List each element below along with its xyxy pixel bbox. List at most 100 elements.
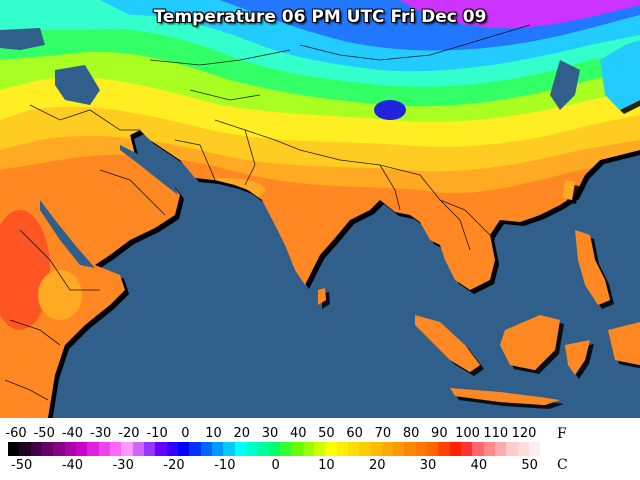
color-swatch bbox=[143, 442, 156, 456]
celsius-tick: 0 bbox=[271, 458, 280, 473]
color-swatch bbox=[291, 442, 303, 456]
celsius-tick: 30 bbox=[419, 458, 437, 473]
borneo bbox=[500, 315, 560, 370]
fahrenheit-tick: 120 bbox=[511, 426, 537, 441]
color-swatch bbox=[223, 442, 235, 456]
color-swatch bbox=[109, 442, 122, 456]
fahrenheit-tick: 0 bbox=[181, 426, 190, 441]
fahrenheit-tick: -60 bbox=[5, 426, 27, 441]
color-swatch bbox=[370, 442, 382, 456]
fahrenheit-tick: 40 bbox=[289, 426, 307, 441]
color-swatch bbox=[8, 442, 20, 456]
color-swatch bbox=[121, 442, 133, 456]
fahrenheit-tick: 110 bbox=[483, 426, 509, 441]
color-swatch bbox=[427, 442, 439, 456]
japan bbox=[600, 40, 640, 110]
fahrenheit-tick: 30 bbox=[261, 426, 279, 441]
color-swatch bbox=[64, 442, 76, 456]
color-swatch bbox=[483, 442, 496, 456]
fahrenheit-tick: 20 bbox=[233, 426, 251, 441]
color-swatch bbox=[325, 442, 337, 456]
color-swatch bbox=[302, 442, 314, 456]
color-swatch bbox=[53, 442, 65, 456]
color-swatch bbox=[279, 442, 292, 456]
fahrenheit-tick: 60 bbox=[346, 426, 363, 441]
color-swatch bbox=[87, 442, 99, 456]
celsius-tick: 10 bbox=[318, 458, 335, 473]
color-swatch bbox=[438, 442, 450, 456]
color-swatch bbox=[245, 442, 258, 456]
color-swatch bbox=[495, 442, 507, 456]
color-swatch bbox=[257, 442, 269, 456]
celsius-tick: -20 bbox=[163, 458, 185, 473]
java bbox=[450, 388, 560, 405]
color-swatch bbox=[177, 442, 190, 456]
color-swatch bbox=[189, 442, 201, 456]
new-guinea bbox=[608, 322, 640, 365]
caspian-sea bbox=[55, 65, 100, 105]
color-swatch bbox=[132, 442, 144, 456]
country-borders bbox=[4, 24, 531, 401]
color-swatch bbox=[75, 442, 88, 456]
color-swatch bbox=[461, 442, 473, 456]
color-swatch bbox=[41, 442, 54, 456]
color-swatch bbox=[393, 442, 405, 456]
taiwan bbox=[563, 180, 575, 200]
celsius-unit: C bbox=[557, 457, 568, 473]
sulawesi bbox=[565, 340, 590, 375]
color-swatch bbox=[234, 442, 246, 456]
color-swatch bbox=[359, 442, 371, 456]
color-swatch bbox=[313, 442, 326, 456]
celsius-tick: -40 bbox=[61, 458, 84, 473]
temperature-map: Temperature 06 PM UTC Fri Dec 09 bbox=[0, 0, 640, 418]
color-swatch bbox=[506, 442, 518, 456]
color-swatch bbox=[381, 442, 394, 456]
celsius-tick: 20 bbox=[368, 458, 386, 473]
fahrenheit-tick: 80 bbox=[402, 426, 420, 441]
yellow-sea bbox=[550, 60, 580, 110]
fahrenheit-tick: 90 bbox=[431, 426, 448, 441]
color-scale-bar bbox=[8, 442, 552, 456]
color-swatch bbox=[449, 442, 462, 456]
black-sea bbox=[0, 28, 45, 50]
fahrenheit-tick: 70 bbox=[374, 426, 392, 441]
philippines bbox=[575, 230, 610, 305]
color-swatch bbox=[336, 442, 348, 456]
celsius-tick: 40 bbox=[470, 458, 488, 473]
mainland-temperature bbox=[0, 0, 640, 418]
celsius-tick: 50 bbox=[521, 458, 538, 473]
fahrenheit-tick: 10 bbox=[205, 426, 222, 441]
fahrenheit-tick: -40 bbox=[61, 426, 84, 441]
color-swatch bbox=[200, 442, 212, 456]
fahrenheit-tick: -10 bbox=[146, 426, 168, 441]
color-swatch bbox=[540, 442, 552, 456]
color-swatch bbox=[517, 442, 530, 456]
fahrenheit-tick: -30 bbox=[90, 426, 112, 441]
color-swatch bbox=[404, 442, 416, 456]
map-title: Temperature 06 PM UTC Fri Dec 09 bbox=[153, 7, 487, 27]
temperature-legend: -60 -50 -40 -30 -20 -10 0 10 20 30 40 50 60 70 80 90 100… bbox=[0, 418, 640, 480]
fahrenheit-unit: F bbox=[557, 426, 567, 442]
celsius-tick: -10 bbox=[214, 458, 236, 473]
color-swatch bbox=[268, 442, 280, 456]
color-swatch bbox=[98, 442, 110, 456]
color-swatch bbox=[166, 442, 178, 456]
sumatra bbox=[415, 315, 480, 372]
sri-lanka bbox=[318, 288, 326, 305]
islands bbox=[318, 40, 640, 405]
color-swatch bbox=[472, 442, 484, 456]
color-swatch bbox=[211, 442, 224, 456]
fahrenheit-tick: 50 bbox=[318, 426, 335, 441]
color-swatch bbox=[155, 442, 167, 456]
fahrenheit-tick: 100 bbox=[455, 426, 480, 441]
color-swatch bbox=[19, 442, 31, 456]
fahrenheit-tick: -20 bbox=[118, 426, 140, 441]
color-swatch bbox=[415, 442, 428, 456]
map-canvas bbox=[0, 0, 640, 418]
celsius-tick: -50 bbox=[11, 458, 33, 473]
color-swatch bbox=[347, 442, 360, 456]
color-swatch bbox=[529, 442, 541, 456]
persian-gulf bbox=[120, 145, 178, 195]
color-swatch bbox=[30, 442, 42, 456]
fahrenheit-tick: -50 bbox=[33, 426, 55, 441]
